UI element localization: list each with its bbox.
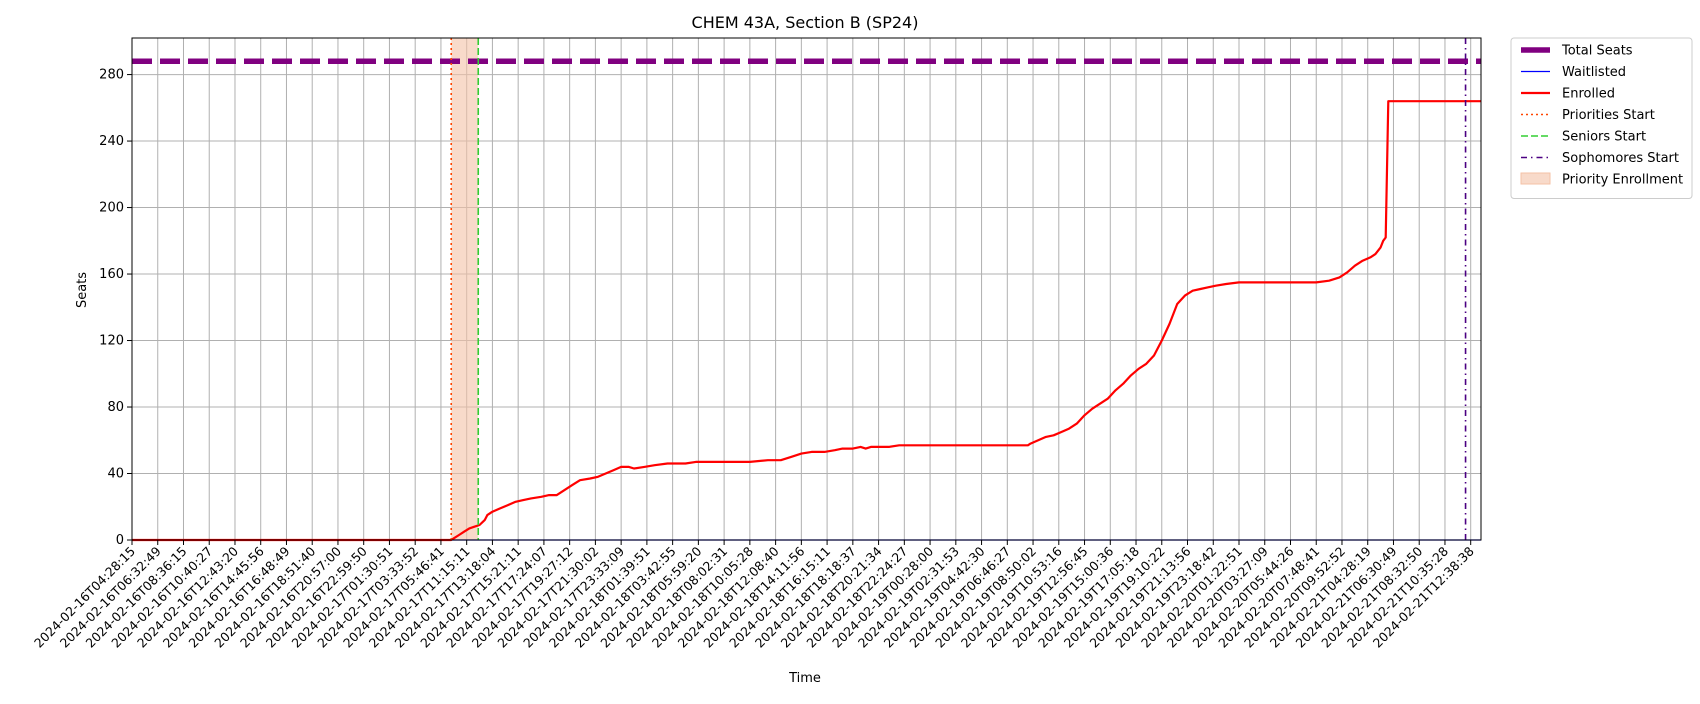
- y-tick-label: 120: [99, 334, 124, 349]
- y-tick-label: 280: [99, 68, 124, 83]
- chart-title: CHEM 43A, Section B (SP24): [692, 13, 919, 32]
- shaded-region-layer: [451, 38, 479, 540]
- grid-layer: [131, 38, 1481, 541]
- legend-swatch-priority-enrollment: [1520, 172, 1551, 185]
- priority-enrollment-region: [451, 38, 479, 540]
- tick-layer: 040801201602002402802024-02-16T04:28:152…: [31, 68, 1477, 651]
- series-layer: [132, 58, 1481, 542]
- legend-label-seniors-start: Seniors Start: [1562, 130, 1646, 145]
- x-axis-label: Time: [788, 671, 821, 686]
- y-tick-label: 240: [99, 134, 124, 149]
- plot-frame: [131, 37, 1482, 541]
- series-enrolled: [132, 100, 1481, 542]
- marker-layer: [450, 38, 1467, 540]
- legend-label-sophomores-start: Sophomores Start: [1562, 151, 1679, 166]
- legend-label-priority-enrollment: Priority Enrollment: [1562, 173, 1683, 188]
- legend: Total Seats Waitlisted Enrolled Priorities …: [1510, 37, 1693, 199]
- y-axis-label: Seats: [75, 272, 90, 308]
- legend-label-total-seats: Total Seats: [1561, 44, 1633, 59]
- legend-box: [1510, 37, 1693, 199]
- y-tick-label: 160: [99, 267, 124, 282]
- axes-layer: [131, 37, 1482, 541]
- y-tick-label: 0: [116, 533, 124, 548]
- legend-label-enrolled: Enrolled: [1562, 87, 1615, 102]
- y-tick-label: 80: [107, 400, 124, 415]
- y-tick-label: 200: [99, 201, 124, 216]
- legend-label-waitlisted: Waitlisted: [1562, 65, 1626, 80]
- y-tick-label: 40: [107, 467, 124, 482]
- legend-label-priorities-start: Priorities Start: [1562, 108, 1655, 123]
